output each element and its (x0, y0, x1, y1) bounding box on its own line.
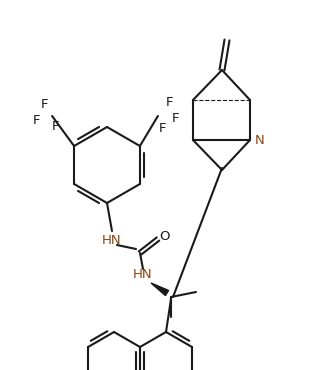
Text: F: F (51, 120, 59, 132)
Text: F: F (172, 111, 180, 124)
Text: F: F (159, 121, 167, 135)
Text: HN: HN (102, 233, 122, 246)
Text: F: F (40, 98, 48, 111)
Text: N: N (255, 134, 265, 147)
Text: HN: HN (133, 269, 153, 282)
Text: F: F (32, 114, 40, 127)
Text: O: O (160, 229, 170, 242)
Text: F: F (166, 95, 174, 108)
Polygon shape (151, 283, 169, 296)
